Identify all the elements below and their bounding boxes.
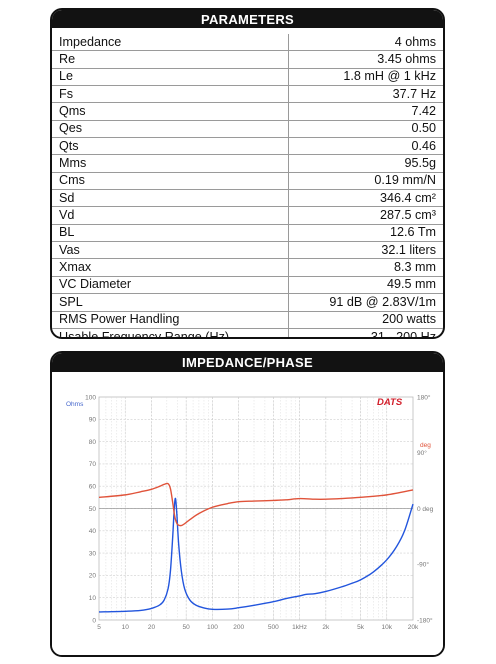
y-left-tick-label: 20 bbox=[89, 573, 97, 580]
impedance-title: IMPEDANCE/PHASE bbox=[52, 353, 443, 372]
parameter-value: 287.5 cm³ bbox=[288, 206, 443, 225]
parameter-row: Xmax 8.3 mm bbox=[52, 258, 443, 277]
parameter-row: Vd 287.5 cm³ bbox=[52, 206, 443, 225]
parameter-row: Impedance 4 ohms bbox=[52, 34, 443, 51]
parameter-label: Sd bbox=[52, 189, 289, 207]
parameter-row: Qms 7.42 bbox=[52, 102, 443, 121]
x-tick-label: 20 bbox=[148, 624, 156, 631]
y-right-tick-label: 180° bbox=[417, 393, 431, 401]
y-left-tick-label: 30 bbox=[89, 550, 97, 557]
phase-curve bbox=[98, 482, 414, 527]
chart-ticks: 5 10 20 50 100 200 500 1kHz 2k 5k 10k 20k 0 10 20 30 40 5… bbox=[85, 393, 434, 631]
parameter-label: Usable Frequency Range (Hz) bbox=[52, 327, 289, 337]
parameter-label: Le bbox=[52, 67, 289, 86]
parameter-label: Qms bbox=[52, 102, 289, 121]
parameter-label: Mms bbox=[52, 154, 289, 173]
parameter-value: 95.5g bbox=[288, 154, 443, 173]
parameter-value: 0.50 bbox=[288, 119, 443, 138]
y-left-tick-label: 50 bbox=[89, 506, 97, 513]
parameter-label: Qes bbox=[52, 119, 289, 138]
x-tick-label: 1kHz bbox=[292, 624, 307, 631]
x-tick-label: 50 bbox=[183, 624, 191, 631]
parameter-value: 346.4 cm² bbox=[288, 189, 443, 207]
parameter-label: Xmax bbox=[52, 258, 289, 277]
parameter-label: BL bbox=[52, 223, 289, 242]
parameter-label: Vd bbox=[52, 206, 289, 225]
x-tick-label: 2k bbox=[322, 624, 330, 631]
parameter-label: Qts bbox=[52, 137, 289, 155]
y-right-tick-label: 0 deg bbox=[417, 506, 434, 513]
parameter-value: 8.3 mm bbox=[288, 258, 443, 277]
parameter-value: 4 ohms bbox=[394, 34, 436, 49]
y-left-tick-label: 40 bbox=[89, 528, 97, 535]
parameter-row: Sd 346.4 cm² bbox=[52, 189, 443, 207]
parameter-row: Cms 0.19 mm/N bbox=[52, 171, 443, 190]
impedance-panel: IMPEDANCE/PHASE 5 10 20 50 100 200 500 1kHz 2k 5k… bbox=[50, 351, 445, 657]
parameter-value: 1.8 mH @ 1 kHz bbox=[288, 67, 443, 86]
right-axis-unit-label: deg bbox=[420, 442, 431, 449]
parameter-row: Qes 0.50 bbox=[52, 119, 443, 138]
parameter-label: Fs bbox=[52, 85, 289, 103]
y-right-tick-label: -180° bbox=[417, 616, 433, 624]
parameter-value: 0.46 bbox=[288, 137, 443, 155]
chart-series bbox=[98, 482, 414, 613]
parameters-table: Impedance 4 ohms Re 3.45 ohms Le 1.8 mH @ 1 k… bbox=[52, 34, 443, 337]
y-left-tick-label: 90 bbox=[89, 417, 97, 424]
impedance-curve bbox=[98, 497, 414, 613]
parameter-row: Mms 95.5g bbox=[52, 154, 443, 173]
parameter-value: 12.6 Tm bbox=[288, 223, 443, 242]
parameter-row: Usable Frequency Range (Hz) 31 - 200 Hz bbox=[52, 327, 443, 337]
parameter-value: 37.7 Hz bbox=[288, 85, 443, 103]
x-tick-label: 200 bbox=[233, 624, 244, 631]
y-left-tick-label: 10 bbox=[89, 595, 97, 602]
parameter-value: 32.1 liters bbox=[288, 241, 443, 259]
parameter-value: 0.19 mm/N bbox=[288, 171, 443, 190]
parameter-row: Fs 37.7 Hz bbox=[52, 85, 443, 103]
y-left-tick-label: 100 bbox=[85, 394, 96, 401]
parameter-row: Qts 0.46 bbox=[52, 137, 443, 155]
left-axis-unit-label: Ohms bbox=[66, 401, 84, 408]
parameter-value: 7.42 bbox=[288, 102, 443, 121]
y-right-tick-label: -90° bbox=[417, 561, 429, 569]
y-left-tick-label: 70 bbox=[89, 461, 97, 468]
parameter-label: Cms bbox=[52, 171, 289, 190]
parameter-label: Vas bbox=[52, 241, 289, 259]
parameter-row: SPL 91 dB @ 2.83V/1m bbox=[52, 293, 443, 311]
parameters-panel: PARAMETERS Impedance 4 ohms Re 3.45 ohms Le 1… bbox=[50, 8, 445, 339]
parameter-value: 49.5 mm bbox=[288, 275, 443, 294]
x-tick-label: 100 bbox=[207, 624, 218, 631]
parameter-value: 91 dB @ 2.83V/1m bbox=[288, 293, 443, 311]
parameter-row: Re 3.45 ohms bbox=[52, 50, 443, 69]
x-tick-label: 10 bbox=[122, 624, 130, 631]
x-tick-label: 5k bbox=[357, 624, 365, 631]
parameter-label: Impedance bbox=[52, 34, 289, 51]
x-tick-label: 10k bbox=[382, 624, 393, 631]
x-tick-label: 20k bbox=[408, 624, 419, 631]
parameter-label: RMS Power Handling bbox=[52, 310, 289, 329]
x-tick-label: 500 bbox=[268, 624, 279, 631]
parameter-label: SPL bbox=[52, 293, 289, 311]
y-left-tick-label: 60 bbox=[89, 484, 97, 491]
parameter-value: 31 - 200 Hz bbox=[288, 327, 443, 337]
parameter-row: VC Diameter 49.5 mm bbox=[52, 275, 443, 294]
y-right-tick-label: 90° bbox=[417, 449, 427, 457]
x-tick-label: 5 bbox=[97, 624, 101, 631]
chart-background bbox=[52, 372, 443, 655]
chart-grid bbox=[98, 396, 414, 621]
parameter-row: BL 12.6 Tm bbox=[52, 223, 443, 242]
dats-logo: DATS bbox=[377, 397, 403, 408]
parameter-value: 3.45 ohms bbox=[288, 50, 443, 69]
parameter-row: Vas 32.1 liters bbox=[52, 241, 443, 259]
parameters-table-body: Impedance 4 ohms Re 3.45 ohms Le 1.8 mH @ 1 k… bbox=[52, 34, 443, 337]
y-left-tick-label: 0 bbox=[92, 617, 96, 624]
parameter-row: RMS Power Handling 200 watts bbox=[52, 310, 443, 329]
parameters-title: PARAMETERS bbox=[52, 10, 443, 28]
y-left-tick-label: 80 bbox=[89, 439, 97, 446]
impedance-phase-chart: 5 10 20 50 100 200 500 1kHz 2k 5k 10k 20k 0 10 20 30 40 5… bbox=[52, 372, 443, 655]
parameter-label: Re bbox=[52, 50, 289, 69]
parameter-value: 200 watts bbox=[288, 310, 443, 329]
parameter-label: VC Diameter bbox=[52, 275, 289, 294]
parameter-row: Le 1.8 mH @ 1 kHz bbox=[52, 67, 443, 86]
